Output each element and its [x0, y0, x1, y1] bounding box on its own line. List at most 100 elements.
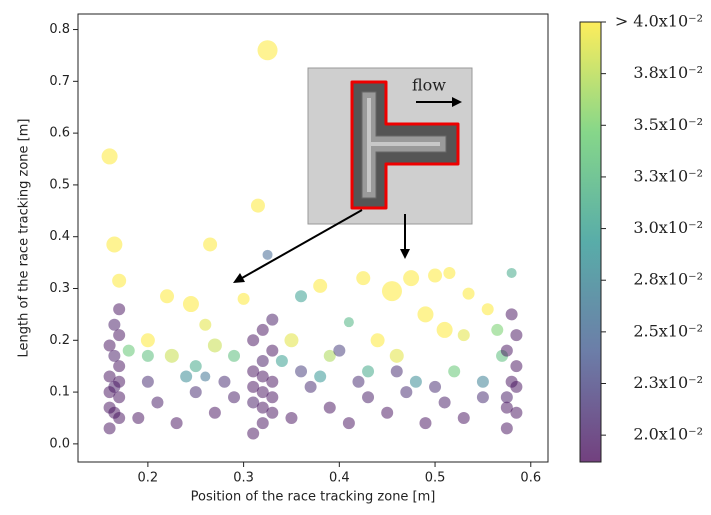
colorbar-tick-label: 2.8x10⁻²	[633, 270, 703, 289]
point	[237, 292, 250, 305]
point	[103, 339, 116, 352]
point	[266, 375, 279, 388]
point	[381, 406, 394, 419]
point	[208, 406, 221, 419]
point	[199, 318, 212, 331]
point	[284, 333, 299, 348]
point	[409, 375, 422, 388]
point	[170, 417, 183, 430]
point	[113, 375, 126, 388]
colorbar	[579, 21, 602, 463]
point	[108, 349, 121, 362]
point	[462, 287, 475, 300]
y-axis-label: Length of the race tracking zone [m]	[17, 119, 32, 358]
inset-label: flow	[412, 76, 446, 95]
point	[151, 396, 164, 409]
point	[352, 375, 365, 388]
x-axis-label: Position of the race tracking zone [m]	[191, 490, 436, 505]
point	[419, 417, 432, 430]
point	[122, 344, 135, 357]
y-tick-label: 0.7	[49, 74, 70, 89]
colorbar-tick-label: 3.0x10⁻²	[633, 218, 703, 237]
point	[304, 380, 317, 393]
colorbar-tick-label: 3.8x10⁻²	[633, 63, 703, 82]
point	[403, 270, 420, 287]
point	[510, 406, 523, 419]
point	[247, 427, 260, 440]
y-tick-label: 0.0	[49, 436, 70, 451]
point	[428, 268, 443, 283]
point	[247, 380, 260, 393]
point	[275, 355, 288, 368]
point	[256, 355, 269, 368]
point	[510, 360, 523, 373]
point	[113, 329, 126, 342]
point	[476, 391, 489, 404]
point	[113, 391, 126, 404]
point	[400, 386, 413, 399]
point	[370, 333, 385, 348]
y-tick-label: 0.8	[49, 22, 70, 37]
point	[182, 296, 199, 313]
x-tick-label: 0.2	[138, 471, 159, 486]
point	[500, 344, 513, 357]
point	[362, 365, 375, 378]
point	[207, 338, 222, 353]
point	[103, 386, 116, 399]
point	[500, 401, 513, 414]
point	[189, 360, 202, 373]
point	[200, 371, 211, 382]
point	[256, 401, 269, 414]
point	[141, 349, 154, 362]
point	[247, 334, 260, 347]
point	[295, 365, 308, 378]
colorbar-tick-label: 2.0x10⁻²	[633, 425, 703, 444]
point	[285, 411, 298, 424]
y-tick-label: 0.6	[49, 126, 70, 141]
point	[323, 349, 336, 362]
plot-frame	[77, 13, 549, 463]
point	[103, 422, 116, 435]
point	[500, 422, 513, 435]
point	[113, 360, 126, 373]
y-tick-label: 0.4	[49, 229, 70, 244]
y-tick-label: 0.5	[49, 177, 70, 192]
point	[103, 370, 116, 383]
point	[429, 380, 442, 393]
y-tick-label: 0.1	[49, 385, 70, 400]
point	[218, 375, 231, 388]
point	[266, 406, 279, 419]
point	[256, 417, 269, 430]
point	[256, 370, 269, 383]
x-tick-label: 0.3	[233, 471, 254, 486]
point	[476, 375, 489, 388]
point	[295, 290, 308, 303]
point	[342, 417, 355, 430]
point	[247, 396, 260, 409]
point	[257, 40, 278, 61]
point	[510, 329, 523, 342]
point	[250, 198, 265, 213]
colorbar-tick-label: 3.3x10⁻²	[633, 166, 703, 185]
point	[323, 401, 336, 414]
point	[256, 386, 269, 399]
point	[101, 148, 118, 165]
point	[417, 306, 434, 323]
point	[443, 266, 456, 279]
point	[132, 411, 145, 424]
point	[436, 321, 453, 338]
inset-diagram: flow	[233, 67, 473, 283]
y-tick-label: 0.3	[49, 281, 70, 296]
point	[112, 273, 127, 288]
x-tick-label: 0.6	[520, 471, 541, 486]
point	[390, 365, 403, 378]
point	[266, 391, 279, 404]
point	[228, 391, 241, 404]
point	[266, 344, 279, 357]
point	[106, 236, 123, 253]
point	[247, 365, 260, 378]
point	[141, 375, 154, 388]
point	[505, 308, 518, 321]
x-tick-label: 0.5	[425, 471, 446, 486]
